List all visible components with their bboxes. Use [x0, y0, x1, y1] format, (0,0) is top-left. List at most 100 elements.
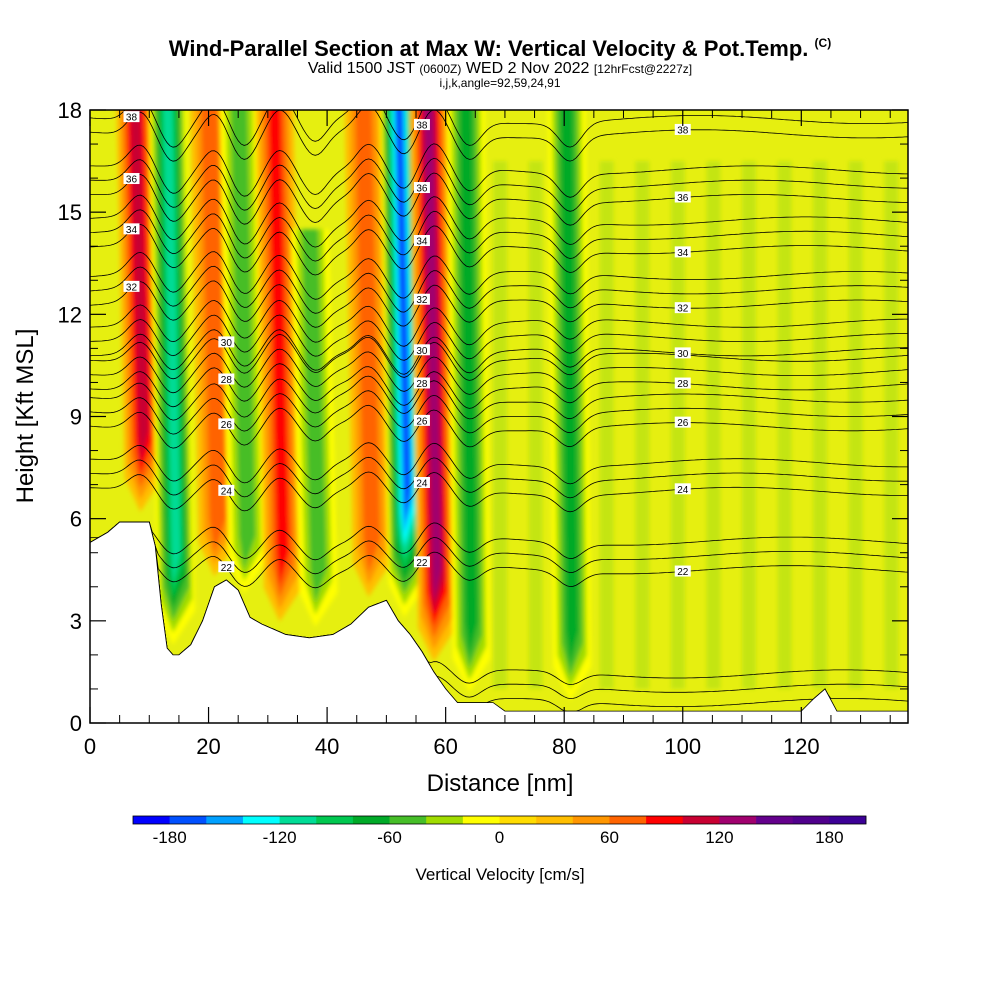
contour-label: 38 [416, 121, 428, 132]
contour-label: 30 [416, 346, 428, 357]
isentrope-line [90, 143, 908, 198]
valid-utc: (0600Z) [419, 62, 462, 76]
isentrope-line [90, 390, 908, 435]
y-tick-label: 0 [70, 711, 82, 736]
colorbar-swatch [682, 816, 720, 824]
contour-label: 34 [677, 248, 689, 259]
contour-label-bg [123, 111, 140, 123]
contour-label: 28 [677, 379, 689, 390]
weak-downdraft-streak [884, 161, 899, 689]
weak-downdraft-streak [599, 161, 614, 689]
contour-label: 38 [126, 113, 138, 124]
y-tick-label: 18 [58, 98, 82, 123]
colorbar-tick-label: 0 [495, 828, 504, 847]
contour-label: 26 [221, 420, 233, 431]
weak-downdraft-streak [493, 161, 508, 689]
contour-label-bg [674, 191, 691, 203]
colorbar-tick-label: -60 [377, 828, 402, 847]
colorbar-swatch [609, 816, 647, 824]
updraft-band [130, 110, 149, 465]
colorbar-swatch [719, 816, 757, 824]
isentrope-line [90, 265, 908, 314]
chart-subtitle: Valid 1500 JST (0600Z) WED 2 Nov 2022 [1… [0, 60, 1000, 78]
colorbar-swatch [499, 816, 537, 824]
plot-area [90, 110, 908, 723]
contour-label-bg [218, 561, 235, 573]
weak-downdraft-streak [813, 161, 828, 689]
isentrope-line [90, 157, 908, 212]
weak-downdraft-streak [528, 161, 543, 689]
contour-label-bg [218, 418, 235, 430]
contour-label-bg [674, 416, 691, 428]
weak-downdraft-streak [706, 161, 721, 689]
updraft-band [355, 110, 380, 574]
y-tick-label: 9 [70, 405, 82, 430]
contour-labels: 22 22 22 24 24 24 26 26 26 28 28 28 30 30 30 32 32 32 34 34… [123, 111, 691, 578]
terrain [90, 521, 908, 723]
isentrope-line [90, 299, 908, 347]
isentrope-line [90, 333, 908, 381]
isentrope-line [90, 209, 908, 262]
y-axis-label: Height [Kft MSL] [12, 329, 39, 504]
colorbar-swatch [646, 816, 684, 824]
colorbar-swatch [462, 816, 500, 824]
isentrope-line [90, 280, 908, 328]
contour-label-bg [674, 565, 691, 577]
isentrope-line [90, 314, 908, 361]
colorbar-swatch [829, 816, 867, 824]
valid-time: Valid 1500 JST [307, 60, 415, 77]
contour-label: 36 [677, 193, 689, 204]
contour-label: 24 [416, 478, 428, 489]
colorbar-tick-label: 180 [815, 828, 843, 847]
colorbar-swatch [572, 816, 610, 824]
contour-label: 32 [416, 295, 428, 306]
isentrope-line [90, 442, 908, 485]
contour-label-bg [674, 302, 691, 314]
contour-label: 24 [221, 486, 233, 497]
y-tick-label: 12 [58, 302, 82, 327]
contour-label: 24 [677, 485, 689, 496]
colorbar-swatch [242, 816, 280, 824]
contour-label-bg [218, 373, 235, 385]
isentrope-line [90, 348, 908, 395]
chart-title-unit: (C) [814, 36, 832, 50]
colorbar-tick-label: -180 [153, 828, 187, 847]
colorbar-swatch [756, 816, 793, 824]
colorbar-swatch [316, 816, 354, 824]
contour-label-bg [413, 293, 430, 305]
x-axis-label: Distance [nm] [427, 770, 574, 797]
contour-label-bg [413, 344, 430, 356]
contour-label: 30 [221, 338, 233, 349]
x-tick-label: 60 [433, 734, 457, 759]
contour-label-bg [674, 123, 691, 135]
chart-indices: i,j,k,angle=92,59,24,91 [439, 76, 561, 90]
x-tick-label: 120 [783, 734, 820, 759]
x-tick-label: 20 [196, 734, 220, 759]
colorbar-swatch [536, 816, 574, 824]
downdraft-band [459, 110, 478, 657]
contour-label-bg [218, 484, 235, 496]
y-tick-label: 3 [70, 609, 82, 634]
contour-label-bg [413, 414, 430, 426]
colorbar-swatch [279, 816, 317, 824]
updraft-band [424, 110, 442, 603]
contour-label-bg [674, 483, 691, 495]
contour-label-bg [413, 556, 430, 568]
updraft-band [201, 110, 226, 553]
contour-label: 22 [416, 558, 428, 569]
isentrope-line [90, 110, 908, 162]
contour-label-bg [413, 377, 430, 389]
chart-title: Wind-Parallel Section at Max W: Vertical… [0, 36, 1000, 62]
contour-label: 26 [416, 416, 428, 427]
contour-label: 26 [677, 418, 689, 429]
isentrope-line [90, 223, 908, 276]
forecast-info: [12hrFcst@2227z] [593, 62, 693, 76]
colorbar-swatch [389, 816, 427, 824]
downdraft-band [396, 110, 411, 523]
contour-label: 32 [677, 304, 689, 315]
contour-label-bg [413, 119, 430, 131]
downdraft-band [163, 110, 181, 586]
contour-label: 34 [126, 225, 138, 236]
isentrope-line [90, 172, 908, 226]
